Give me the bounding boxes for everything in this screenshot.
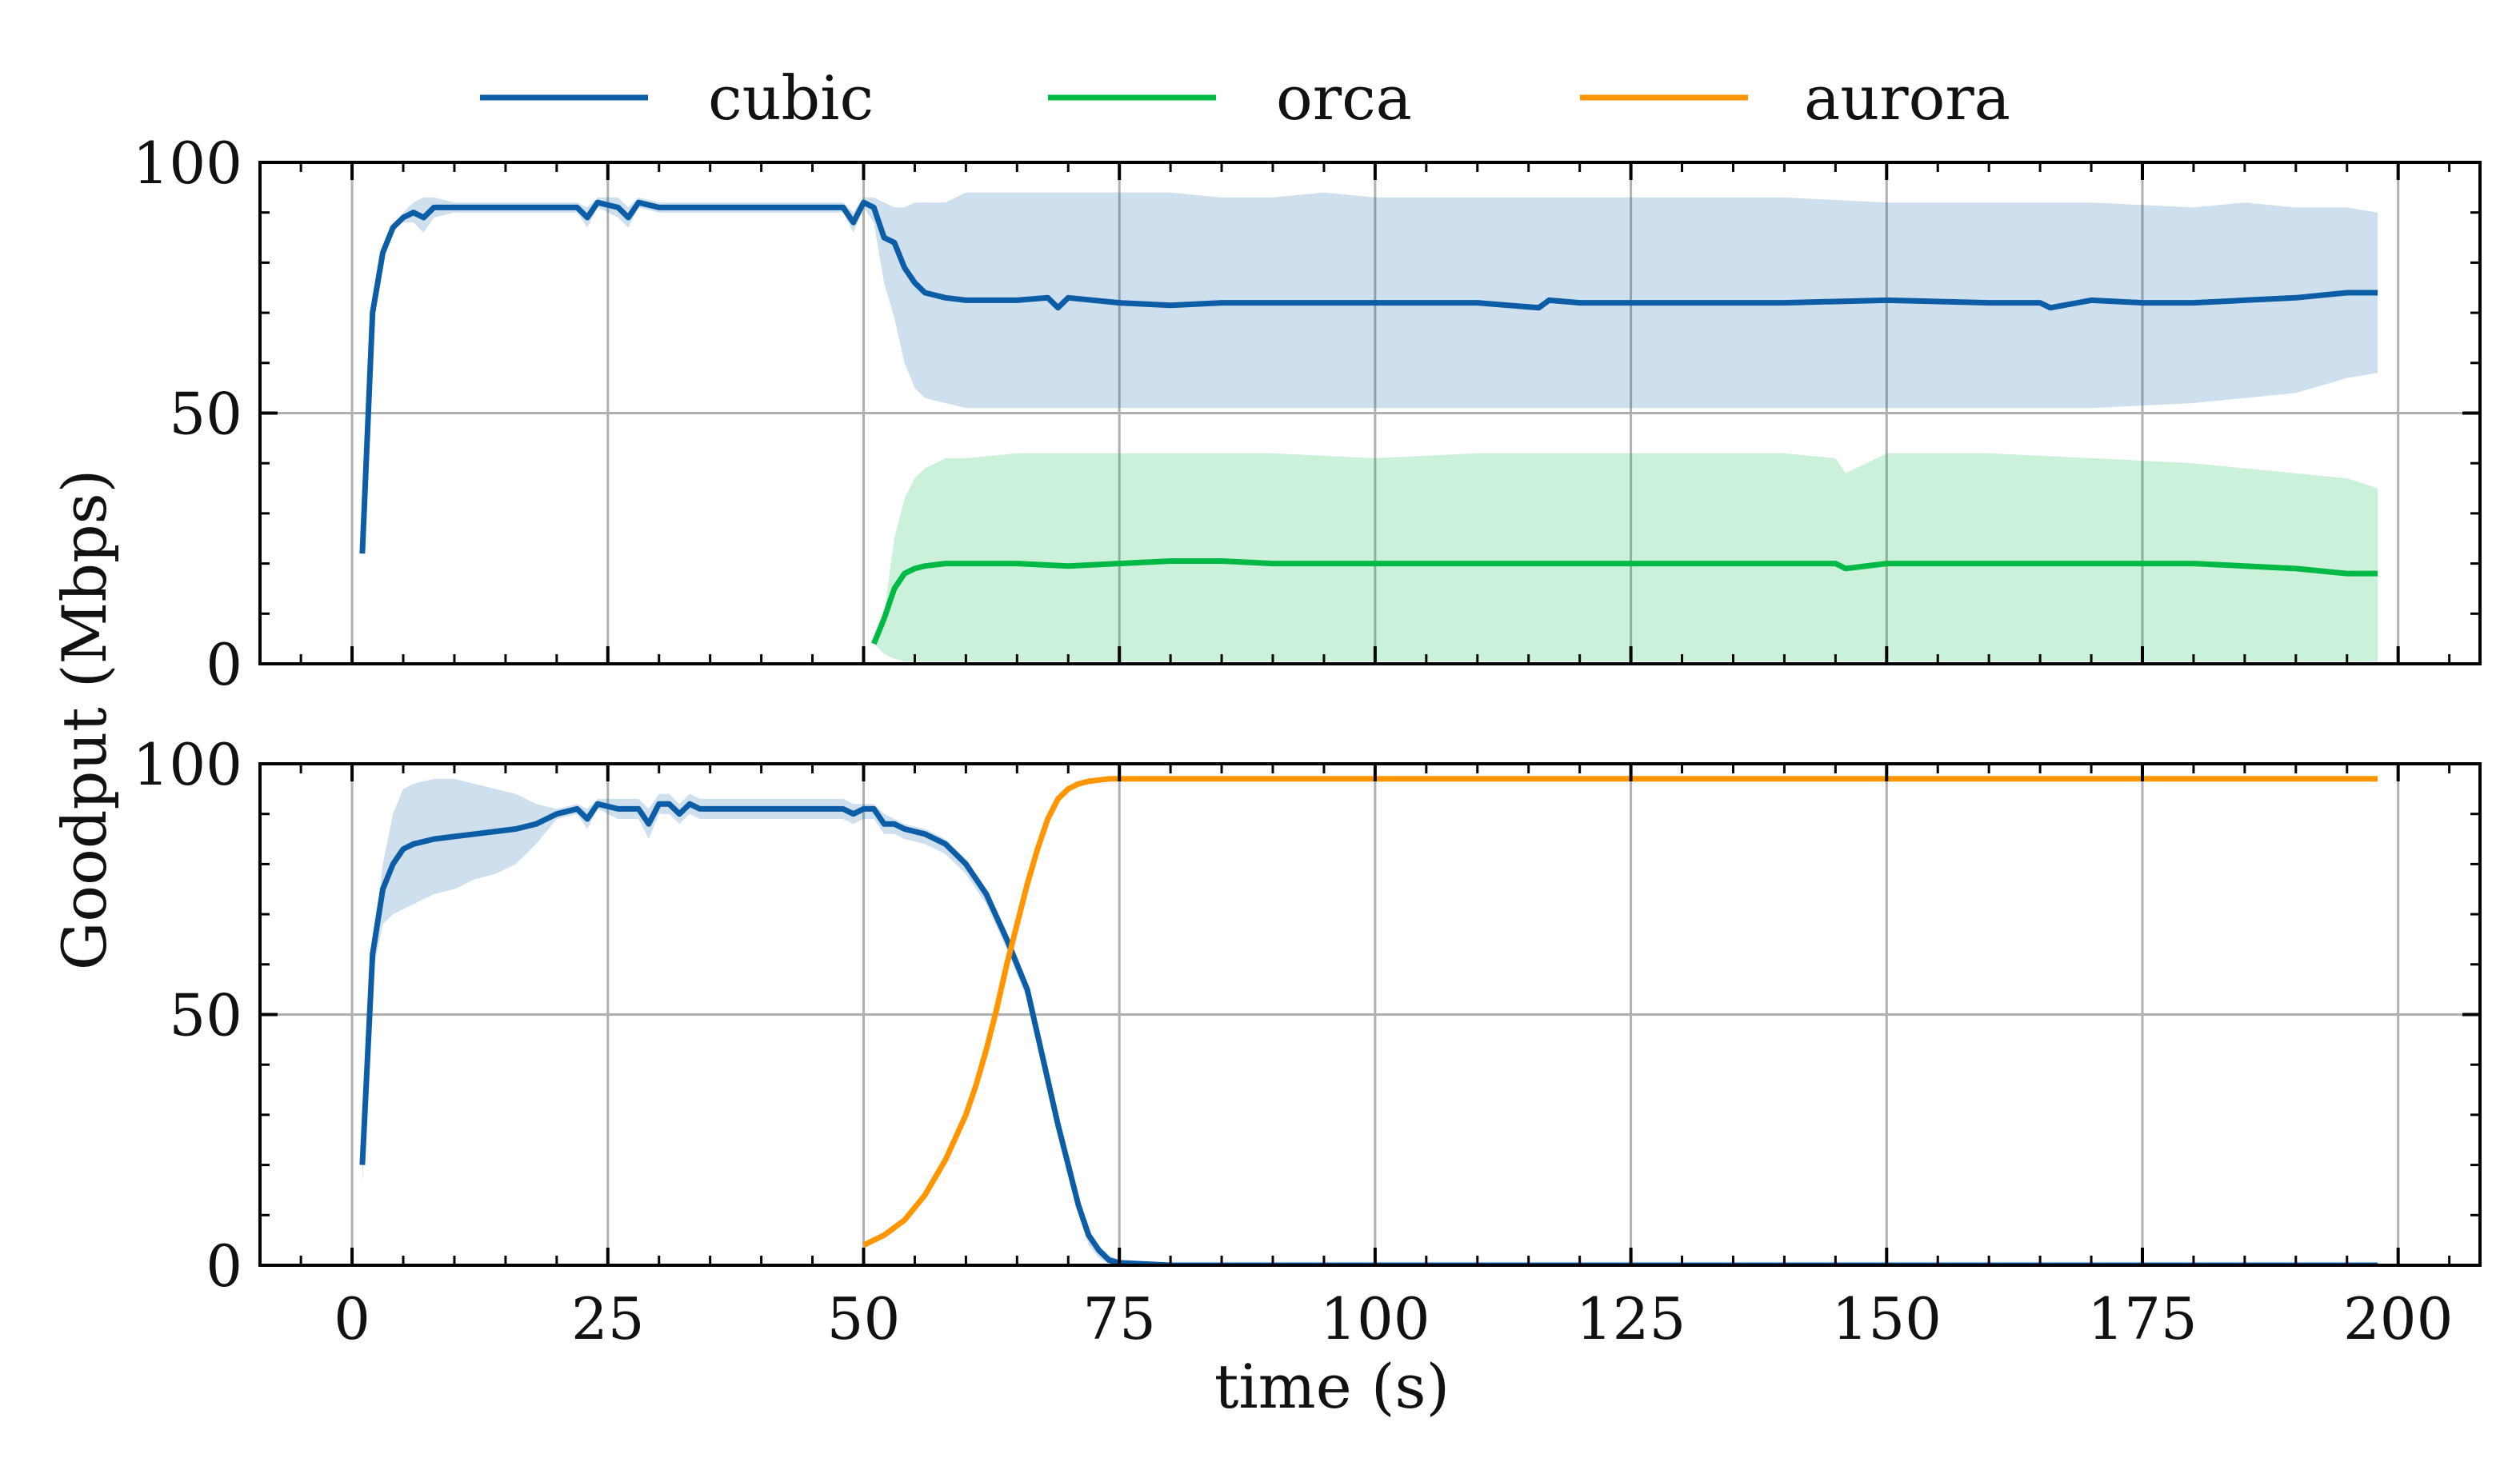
x-tick-label-8: 200 [2343, 1285, 2453, 1352]
legend: cubic orca aurora [480, 62, 2010, 134]
y-tick-label-top-1: 50 [169, 381, 242, 448]
x-tick-label-5: 125 [1576, 1285, 1686, 1352]
x-tick-label-7: 175 [2087, 1285, 2197, 1352]
x-tick-label-4: 100 [1320, 1285, 1430, 1352]
panel-bottom: 0 50 100 0 25 50 75 100 125 150 175 200 [133, 731, 2482, 1352]
x-tick-label-3: 75 [1082, 1285, 1156, 1352]
y-tick-label-bottom-1: 50 [169, 982, 242, 1049]
plot-area-top [359, 192, 2378, 661]
y-tick-label-top-2: 100 [133, 130, 242, 197]
band-cubic-bottom [362, 778, 1171, 1265]
x-tick-label-2: 50 [827, 1285, 901, 1352]
band-cubic-top [362, 192, 2378, 554]
x-tick-label-0: 0 [334, 1285, 370, 1352]
legend-label-aurora: aurora [1804, 62, 2010, 134]
series-line-cubic-top [359, 199, 2378, 554]
y-tick-label-top-0: 0 [206, 631, 242, 698]
x-axis-label: time (s) [1214, 1351, 1450, 1422]
y-axis-label: Goodput (Mbps) [49, 469, 120, 971]
series-line-cubic-bottom [359, 801, 2378, 1265]
series-line-orca-top [871, 558, 2378, 645]
band-orca-top [874, 453, 2378, 661]
x-tick-label-6: 150 [1832, 1285, 1942, 1352]
y-tick-label-bottom-0: 0 [206, 1232, 242, 1300]
legend-label-orca: orca [1276, 62, 1412, 134]
y-tick-label-bottom-2: 100 [133, 731, 242, 798]
plot-area-bottom [359, 776, 2378, 1265]
panel-top: 0 50 100 [133, 130, 2482, 698]
x-tick-label-1: 25 [571, 1285, 645, 1352]
legend-label-cubic: cubic [708, 62, 874, 134]
series-line-aurora-bottom [862, 776, 2378, 1248]
